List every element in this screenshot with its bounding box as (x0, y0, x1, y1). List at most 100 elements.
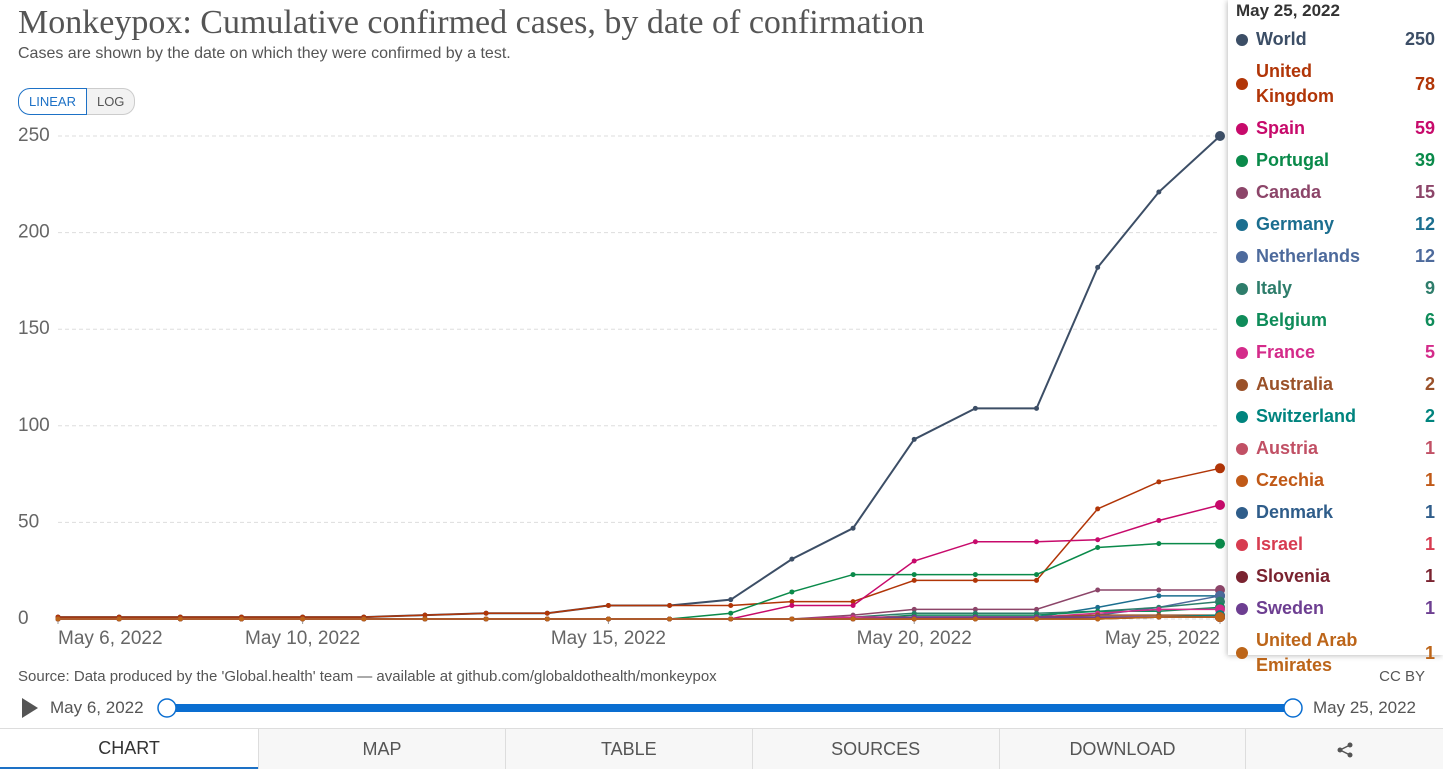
data-point (728, 616, 734, 622)
data-point (238, 616, 244, 622)
data-point (605, 616, 611, 622)
data-point (789, 616, 795, 622)
data-point (972, 614, 978, 620)
data-point (1034, 606, 1040, 612)
data-point (850, 614, 856, 620)
legend-item: Czechia 1 (1236, 468, 1435, 493)
legend-swatch (1236, 442, 1248, 455)
data-point (55, 616, 61, 622)
y-tick-label: 100 (18, 415, 50, 436)
data-point (1156, 612, 1162, 618)
data-point (728, 610, 734, 616)
legend-value: 250 (1404, 29, 1435, 49)
data-point (483, 616, 489, 622)
data-point (483, 616, 489, 622)
data-point (116, 616, 122, 622)
data-point (116, 616, 122, 622)
data-point (361, 616, 367, 622)
data-point (300, 616, 306, 622)
timeline-slider[interactable] (150, 693, 1310, 723)
data-point (544, 616, 550, 622)
data-point (177, 616, 183, 622)
data-point (1156, 614, 1162, 620)
legend-swatch (1236, 218, 1248, 231)
x-tick-label: May 10, 2022 (245, 628, 360, 649)
data-point (605, 616, 611, 622)
data-point (605, 616, 611, 622)
data-point (911, 614, 917, 620)
data-point (1156, 614, 1162, 620)
legend-swatch (1236, 186, 1248, 199)
data-point (972, 616, 978, 622)
data-point (116, 616, 122, 622)
data-point (422, 616, 428, 622)
data-point (55, 616, 61, 622)
data-point (667, 616, 673, 622)
data-point (422, 612, 428, 618)
data-point (422, 616, 428, 622)
series-line (58, 616, 1220, 620)
tab[interactable]: DOWNLOAD (998, 729, 1246, 769)
data-point (728, 616, 734, 622)
data-point (544, 616, 550, 622)
data-point (605, 616, 611, 622)
data-point (361, 616, 367, 622)
data-point (544, 616, 550, 622)
data-point (605, 616, 611, 622)
data-point (728, 616, 734, 622)
tab[interactable]: TABLE (504, 729, 752, 769)
data-point (544, 616, 550, 622)
data-point (483, 616, 489, 622)
data-point (422, 616, 428, 622)
timeline-handle[interactable] (1283, 698, 1303, 718)
tab[interactable]: CHART (0, 729, 259, 769)
legend-date: May 25, 2022 (1236, 1, 1340, 20)
data-point (911, 558, 917, 564)
timeline-end: May 25, 2022 (1313, 698, 1417, 717)
data-point (850, 525, 856, 531)
data-point (911, 616, 917, 622)
legend-value: 39 (1414, 150, 1435, 170)
tab[interactable]: SOURCES (751, 729, 999, 769)
data-point (1215, 612, 1225, 623)
share-tab[interactable] (1245, 729, 1443, 769)
data-point (422, 612, 428, 618)
data-point (422, 616, 428, 622)
tab[interactable]: MAP (258, 729, 505, 769)
legend-value: 1 (1424, 438, 1435, 458)
legend-value: 6 (1424, 310, 1435, 330)
data-point (1095, 612, 1101, 618)
data-point (422, 616, 428, 622)
data-point (116, 616, 122, 622)
data-point (300, 616, 306, 622)
data-point (544, 616, 550, 622)
data-point (116, 616, 122, 622)
legend-label: Netherlands (1256, 246, 1361, 266)
data-point (483, 610, 489, 616)
data-point (667, 616, 673, 622)
data-point (728, 597, 734, 603)
data-point (483, 616, 489, 622)
data-point (55, 614, 61, 620)
legend-value: 78 (1414, 73, 1435, 94)
timeline-handle[interactable] (157, 698, 177, 718)
data-point (972, 614, 978, 620)
legend-item: Slovenia 1 (1236, 564, 1435, 589)
data-point (789, 616, 795, 622)
data-point (1215, 604, 1225, 615)
linear-button[interactable]: LINEAR (18, 88, 87, 115)
log-button[interactable]: LOG (86, 88, 136, 115)
data-point (1095, 604, 1101, 610)
data-point (544, 616, 550, 622)
data-point (55, 616, 61, 622)
legend-label: Denmark (1256, 502, 1334, 522)
legend-label: Slovenia (1256, 566, 1331, 586)
data-point (1215, 610, 1225, 621)
data-point (177, 614, 183, 620)
data-point (850, 616, 856, 622)
data-point (667, 602, 673, 608)
legend: May 25, 2022 World 250 United Kingdom 78 Spa… (1228, 0, 1443, 675)
data-point (238, 616, 244, 622)
play-button[interactable] (20, 697, 40, 719)
